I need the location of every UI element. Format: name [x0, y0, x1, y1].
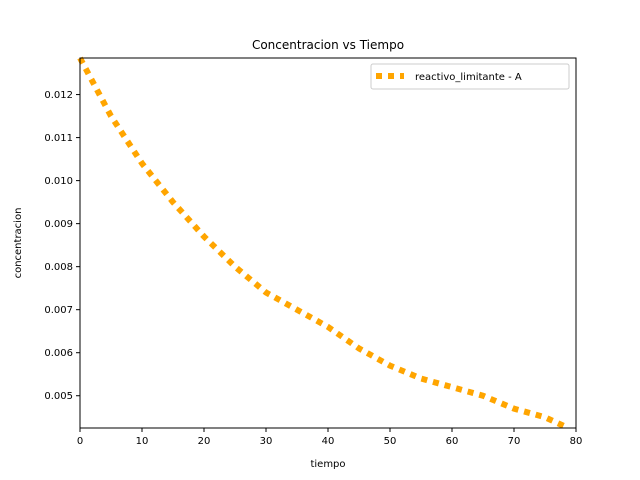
x-tick-label: 10	[136, 436, 149, 447]
y-tick-label: 0.007	[44, 305, 73, 316]
x-tick-label: 30	[260, 436, 273, 447]
x-tick-label: 20	[198, 436, 211, 447]
legend: reactivo_limitante - A	[370, 63, 570, 90]
y-tick-label: 0.009	[44, 219, 73, 230]
x-tick-label: 0	[77, 436, 83, 447]
x-tick-label: 80	[570, 436, 583, 447]
legend-box	[370, 63, 570, 90]
y-axis-label: concentracion	[13, 208, 24, 279]
ticks-layer: 0 10 20 30 40 50 60 70 80 0.005 0.006 0.007 0.008 0.0…	[44, 90, 582, 447]
x-tick-label: 40	[322, 436, 335, 447]
y-tick-label: 0.010	[44, 176, 73, 187]
x-tick-label: 50	[384, 436, 397, 447]
chart-title: Concentracion vs Tiempo	[252, 38, 404, 52]
y-tick-label: 0.012	[44, 90, 73, 101]
plot-frame	[79, 57, 577, 429]
y-tick-label: 0.008	[44, 262, 73, 273]
y-tick-label: 0.005	[44, 391, 73, 402]
legend-label: reactivo_limitante - A	[415, 72, 522, 83]
series-line	[77, 56, 565, 429]
x-tick-label: 60	[446, 436, 459, 447]
y-tick-label: 0.011	[44, 133, 73, 144]
y-tick-label: 0.006	[44, 348, 73, 359]
x-axis-label: tiempo	[310, 459, 345, 470]
x-tick-label: 70	[508, 436, 521, 447]
series-layer	[77, 56, 565, 429]
